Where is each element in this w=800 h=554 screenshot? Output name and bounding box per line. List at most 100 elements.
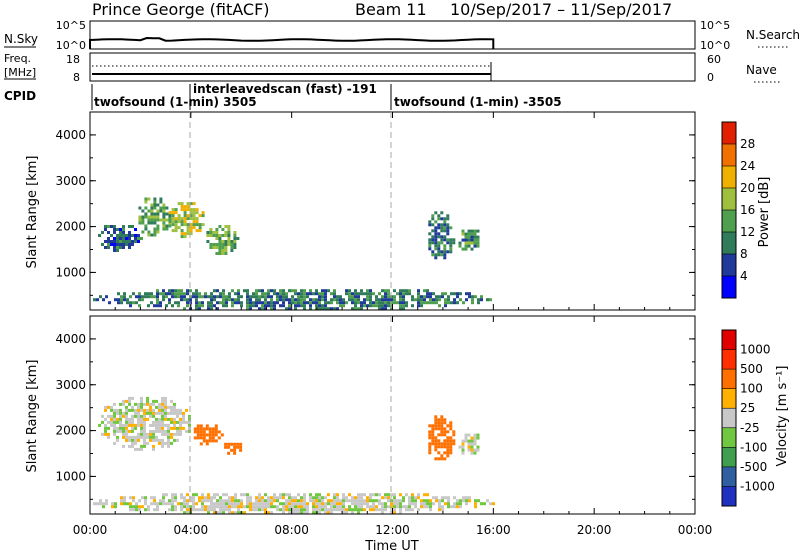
data-cell: [140, 414, 143, 418]
data-cell: [279, 508, 282, 512]
data-cell: [366, 304, 369, 308]
data-cell: [336, 307, 339, 311]
data-cell: [270, 499, 273, 503]
data-cell: [189, 223, 193, 227]
power-colorbar-label: Power [dB]: [757, 177, 772, 248]
data-cell: [236, 445, 240, 449]
data-cell: [186, 502, 189, 506]
freq-label-line2: [MHz]: [4, 66, 36, 79]
data-cell: [429, 292, 432, 296]
data-cell: [431, 433, 435, 437]
data-cell: [165, 206, 169, 210]
data-cell: [461, 451, 465, 455]
data-cell: [446, 217, 450, 221]
freq-label-line1: Freq.: [4, 52, 31, 65]
data-cell: [193, 436, 197, 440]
data-cell: [177, 295, 180, 299]
data-cell: [357, 505, 360, 509]
data-cell: [267, 499, 270, 503]
data-cell: [183, 205, 187, 209]
data-cell: [168, 301, 171, 305]
data-cell: [215, 246, 219, 249]
data-cell: [405, 304, 408, 308]
data-cell: [159, 301, 162, 305]
data-cell: [204, 292, 207, 296]
data-cell: [182, 420, 185, 424]
data-cell: [143, 435, 146, 439]
data-cell: [167, 423, 170, 427]
data-cell: [225, 301, 228, 305]
data-cell: [387, 289, 390, 293]
data-cell: [470, 445, 474, 449]
data-cell: [204, 499, 207, 503]
data-cell: [176, 411, 179, 415]
data-cell: [221, 243, 225, 246]
data-cell: [434, 226, 438, 230]
data-cell: [125, 408, 128, 412]
data-cell: [231, 499, 234, 503]
data-cell: [236, 442, 240, 446]
data-cell: [473, 235, 477, 239]
data-cell: [434, 448, 438, 452]
data-cell: [282, 301, 285, 305]
data-cell: [192, 496, 195, 500]
data-cell: [210, 298, 213, 302]
data-cell: [449, 439, 453, 443]
data-cell: [279, 496, 282, 500]
data-cell: [327, 508, 330, 512]
data-cell: [258, 496, 261, 500]
data-cell: [452, 433, 456, 437]
data-cell: [345, 496, 348, 500]
data-cell: [210, 496, 213, 500]
data-cell: [186, 301, 189, 305]
data-cell: [264, 292, 267, 296]
data-cell: [261, 304, 264, 308]
data-cell: [429, 499, 432, 503]
data-cell: [156, 289, 159, 293]
data-cell: [443, 223, 447, 227]
data-cell: [183, 220, 187, 224]
data-cell: [186, 202, 190, 206]
data-cell: [300, 511, 303, 515]
data-cell: [168, 220, 172, 224]
data-cell: [474, 502, 477, 506]
data-cell: [312, 292, 315, 296]
data-cell: [294, 511, 297, 515]
data-cell: [336, 295, 339, 299]
data-cell: [440, 445, 444, 449]
data-cell: [156, 212, 160, 216]
nsky-right-tick-low: 10^0: [700, 39, 730, 52]
data-cell: [288, 511, 291, 515]
data-cell: [113, 237, 116, 240]
data-cell: [360, 301, 363, 305]
data-cell: [119, 408, 122, 412]
data-cell: [180, 220, 184, 224]
data-cell: [149, 432, 152, 436]
data-cell: [351, 292, 354, 296]
data-cell: [140, 405, 143, 409]
data-cell: [384, 304, 387, 308]
data-cell: [294, 292, 297, 296]
data-cell: [222, 298, 225, 302]
data-cell: [252, 508, 255, 512]
data-cell: [111, 502, 114, 506]
data-cell: [393, 508, 396, 512]
data-cell: [375, 493, 378, 497]
data-cell: [473, 439, 477, 443]
data-cell: [149, 411, 152, 415]
data-cell: [222, 511, 225, 515]
data-cell: [158, 417, 161, 421]
data-cell: [214, 430, 218, 434]
data-cell: [150, 203, 154, 207]
data-cell: [135, 502, 138, 506]
freq-tick-high: 18: [66, 53, 80, 66]
data-cell: [123, 298, 126, 302]
data-cell: [468, 496, 471, 500]
data-cell: [464, 433, 468, 437]
data-cell: [471, 301, 474, 305]
data-cell: [217, 430, 221, 434]
data-cell: [231, 289, 234, 293]
data-cell: [134, 408, 137, 412]
data-cell: [321, 289, 324, 293]
data-cell: [168, 502, 171, 506]
